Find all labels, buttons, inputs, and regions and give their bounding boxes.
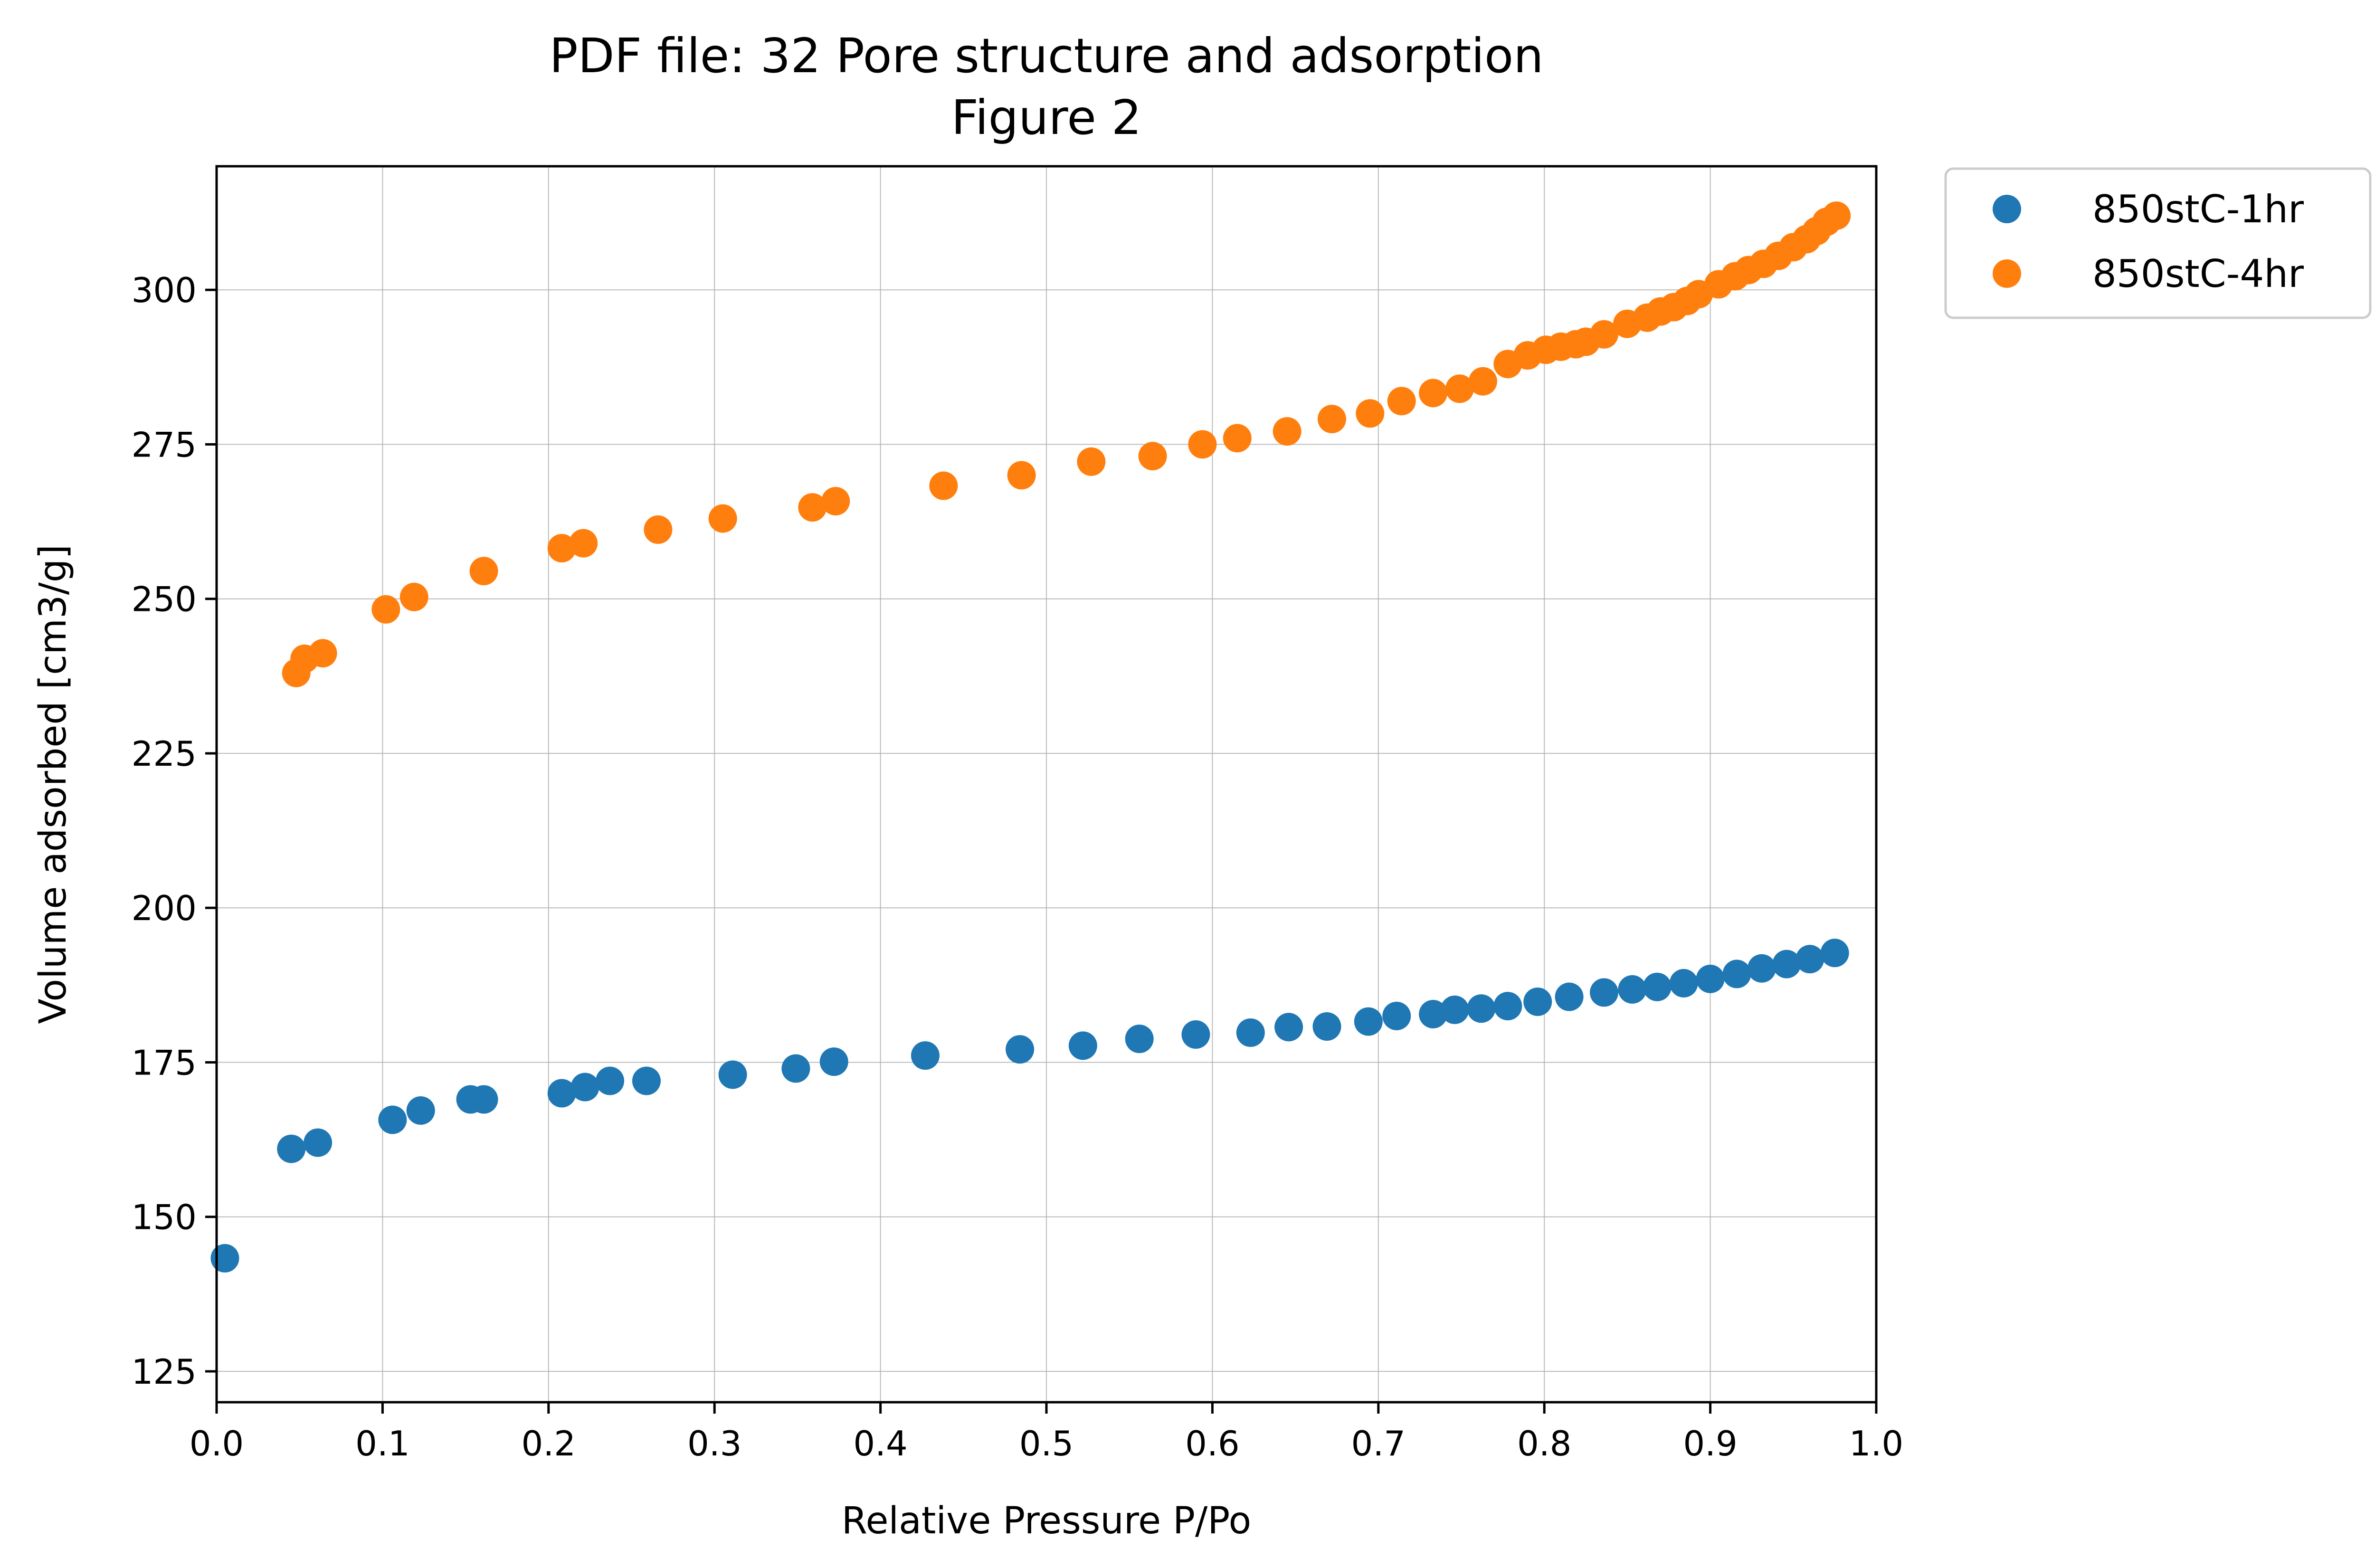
data-point (1467, 994, 1496, 1023)
data-point (596, 1066, 625, 1095)
x-tick-label: 0.9 (1683, 1424, 1738, 1463)
x-tick-label: 0.5 (1019, 1424, 1074, 1463)
data-point (570, 1073, 599, 1102)
data-point (1523, 987, 1552, 1016)
data-point (1555, 982, 1584, 1011)
data-point (569, 529, 598, 558)
chart-title: PDF file: 32 Pore structure and adsorpti… (549, 28, 1543, 84)
data-point (1274, 1013, 1303, 1042)
x-tick-label: 1.0 (1849, 1424, 1904, 1463)
data-point (1820, 939, 1849, 968)
legend-label-850stC-1hr: 850stC-1hr (2092, 187, 2304, 231)
legend-marker-850stC-4hr (1993, 259, 2021, 288)
data-point (1822, 201, 1851, 230)
series-850stC-1hr (210, 939, 1849, 1273)
data-point (1696, 964, 1725, 993)
legend-marker-850stC-1hr (1993, 195, 2021, 223)
data-point (378, 1105, 407, 1134)
data-point (547, 534, 576, 563)
legend: 850stC-1hr 850stC-4hr (1944, 167, 2372, 319)
y-tick-label: 175 (132, 1043, 197, 1083)
data-point (632, 1066, 661, 1095)
data-point (469, 557, 498, 586)
legend-label-850stC-4hr: 850stC-4hr (2092, 252, 2304, 296)
data-point (1747, 954, 1776, 983)
data-point (1006, 1035, 1035, 1064)
data-point (1722, 960, 1751, 988)
data-point (1440, 995, 1469, 1024)
data-point (371, 595, 400, 624)
data-point (819, 1047, 848, 1076)
x-tick-label: 0.0 (190, 1424, 244, 1463)
data-point (1007, 461, 1036, 490)
legend-box (1944, 167, 2372, 319)
data-point (1236, 1018, 1265, 1047)
data-point (469, 1085, 498, 1114)
data-point (1445, 374, 1474, 403)
y-tick-label: 275 (132, 425, 197, 465)
data-point (1354, 1007, 1383, 1036)
x-tick-label: 0.2 (522, 1424, 576, 1463)
data-point (406, 1096, 435, 1125)
y-tick-label: 225 (132, 734, 197, 774)
data-point (1796, 945, 1824, 974)
data-point (929, 471, 958, 500)
data-point (1387, 387, 1416, 416)
data-point (1312, 1012, 1341, 1041)
data-point (1493, 992, 1522, 1021)
data-point (1382, 1001, 1411, 1030)
x-tick-label: 0.3 (687, 1424, 742, 1463)
chart-subtitle: Figure 2 (951, 90, 1142, 145)
axis-ticks: 0.0 0.1 0.2 0.3 0.4 0.5 0.6 0.7 0.8 0.9 1.0 125 150 1… (132, 270, 1904, 1463)
data-point (1125, 1025, 1154, 1054)
data-point (718, 1060, 747, 1089)
data-point (210, 1244, 239, 1273)
series-850stC-4hr (282, 201, 1851, 687)
data-point (644, 515, 673, 544)
x-tick-label: 0.7 (1351, 1424, 1406, 1463)
data-point (1618, 975, 1647, 1004)
data-point (1188, 430, 1217, 459)
data-point (304, 1128, 332, 1157)
data-point (1589, 320, 1618, 349)
data-point (547, 1079, 576, 1108)
data-point (1077, 447, 1106, 476)
x-tick-label: 0.8 (1517, 1424, 1572, 1463)
y-axis-label: Volume adsorbed [cm3/g] (32, 544, 75, 1024)
data-point (1772, 950, 1801, 979)
data-point (1419, 999, 1448, 1028)
data-point (1317, 405, 1346, 434)
data-point (821, 487, 850, 516)
data-point (1273, 417, 1302, 446)
data-point (1181, 1020, 1210, 1049)
data-point (1589, 978, 1618, 1007)
data-point (1419, 379, 1448, 408)
data-point (1223, 424, 1252, 453)
data-point (308, 639, 337, 668)
data-points (210, 201, 1851, 1273)
data-point (1068, 1031, 1097, 1060)
data-point (911, 1041, 940, 1070)
data-point (708, 504, 737, 533)
data-point (1643, 972, 1672, 1001)
data-point (798, 493, 827, 522)
grid-lines (216, 166, 1877, 1402)
y-tick-label: 250 (132, 580, 197, 619)
y-tick-label: 125 (132, 1352, 197, 1392)
data-point (1669, 969, 1698, 998)
x-tick-label: 0.4 (853, 1424, 908, 1463)
data-point (1468, 367, 1497, 396)
x-tick-label: 0.1 (355, 1424, 410, 1463)
data-point (781, 1054, 810, 1083)
data-point (277, 1134, 306, 1163)
y-tick-label: 200 (132, 888, 197, 928)
x-tick-label: 0.6 (1185, 1424, 1240, 1463)
data-point (399, 582, 428, 611)
x-axis-label: Relative Pressure P/Po (842, 1500, 1252, 1542)
y-tick-label: 150 (132, 1197, 197, 1237)
data-point (1138, 442, 1167, 471)
data-point (1356, 399, 1385, 428)
y-tick-label: 300 (132, 270, 197, 310)
